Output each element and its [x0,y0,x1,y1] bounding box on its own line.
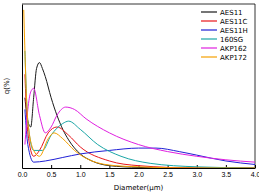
x-tick-label: 3.0 [192,171,202,178]
x-tick-mark [255,165,256,168]
x-tick: 0.5 [47,165,57,178]
legend-item: AES11C [201,18,248,26]
x-tick-label: 0.5 [47,171,57,178]
series-line [25,51,255,168]
series-line [25,63,255,168]
legend-label: AES11C [220,18,248,26]
legend-item: AKP162 [201,45,247,53]
legend-item: 160SG [201,36,243,44]
legend-label: 160SG [220,36,243,44]
x-tick: 4.0 [251,165,259,178]
x-tick-mark [80,165,81,168]
series-line [25,74,255,168]
legend-label: AKP172 [220,54,247,62]
series-line [25,88,255,162]
y-axis-title: q(%) [3,77,11,94]
series-line [24,10,255,168]
frame [255,4,256,168]
legend-item: AES11H [201,27,248,35]
x-tick-label: 0.0 [18,171,28,178]
series-line [25,109,255,164]
x-tick-mark [51,165,52,168]
x-tick-label: 1.5 [105,171,115,178]
legend-swatch [201,20,217,21]
legend-swatch [201,11,217,12]
x-tick: 1.5 [105,165,115,178]
legend: AES11AES11CAES11H160SGAKP162AKP172 [201,9,248,62]
lines [24,10,255,168]
x-tick-label: 4.0 [251,171,259,178]
legend-item: AKP172 [201,54,247,62]
x-tick-label: 2.0 [134,171,144,178]
x-tick-label: 3.5 [222,171,232,178]
x-tick: 3.5 [222,165,232,178]
legend-label: AKP162 [220,45,247,53]
x-tick-label: 1.0 [76,171,86,178]
legend-swatch [201,47,217,48]
legend-label: AES11 [220,9,243,17]
frame [22,4,255,5]
legend-label: AES11H [220,27,248,35]
x-tick-label: 2.5 [163,171,173,178]
y-axis [22,5,23,169]
x-axis-title: Diameter(μm) [114,184,164,192]
legend-swatch [201,56,217,57]
y-axis-line [22,5,23,169]
legend-swatch [201,29,217,30]
legend-item: AES11 [201,9,243,17]
plot: 0.0 0.5 1.0 1.5 2.0 2.5 3.0 3.5 4.0 AES11AES11CAE… [18,4,259,178]
legend-swatch [201,38,217,39]
chart: 0.0 0.5 1.0 1.5 2.0 2.5 3.0 3.5 4.0 AES11AES11CAE… [0,0,259,193]
x-tick: 1.0 [76,165,86,178]
x-axis-line [23,168,256,169]
